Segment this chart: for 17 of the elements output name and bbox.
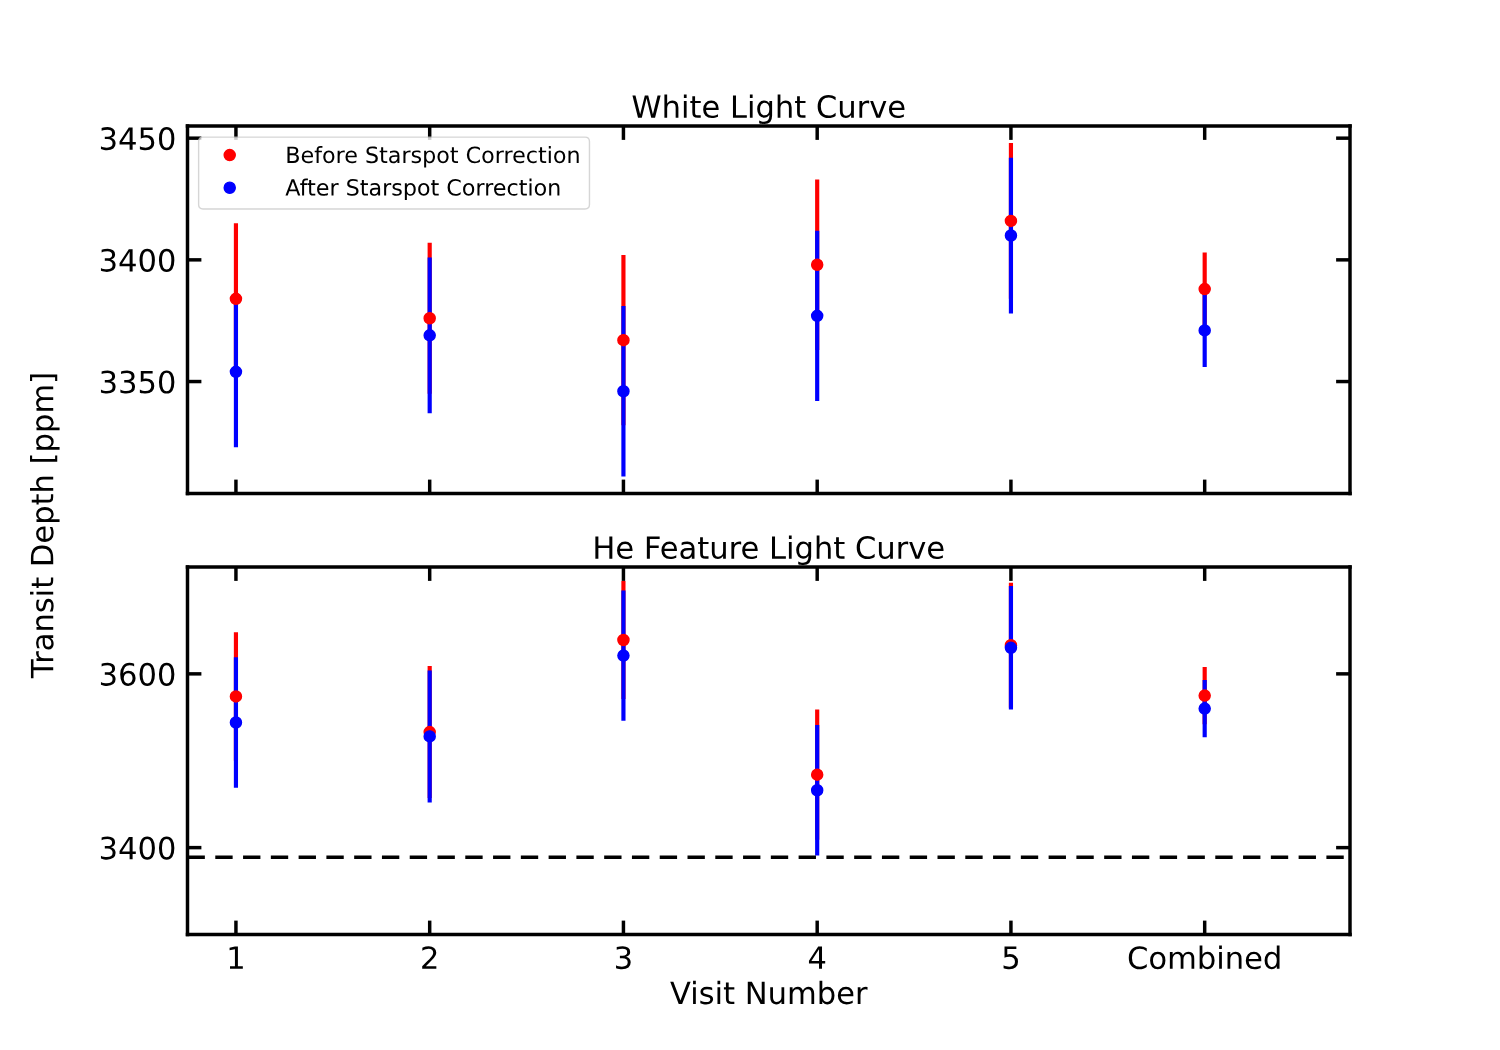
x-axis-title: Visit Number [670, 980, 868, 1005]
y-tick-label: 3400 [100, 248, 175, 272]
x-tick-label: 5 [1003, 946, 1018, 970]
y-tick-label: 3600 [100, 662, 175, 686]
y-axis-title: Transit Depth [ppm] [30, 374, 60, 679]
y-tick-label: 3400 [100, 836, 175, 860]
y-tick-label: 3350 [100, 370, 175, 394]
x-tick-label: 4 [808, 946, 826, 969]
chart-title: White Light Curve [632, 94, 905, 125]
legend-label: Before Starspot Correction [287, 146, 579, 168]
y-tick-label: 3450 [100, 127, 175, 151]
x-tick-label: 3 [616, 946, 631, 970]
legend-label: After Starspot Correction [285, 178, 560, 201]
chart-title: He Feature Light Curve [595, 535, 944, 566]
x-tick-label: 1 [229, 946, 243, 969]
x-tick-label: Combined [1128, 945, 1280, 970]
x-tick-label: 2 [422, 946, 437, 969]
